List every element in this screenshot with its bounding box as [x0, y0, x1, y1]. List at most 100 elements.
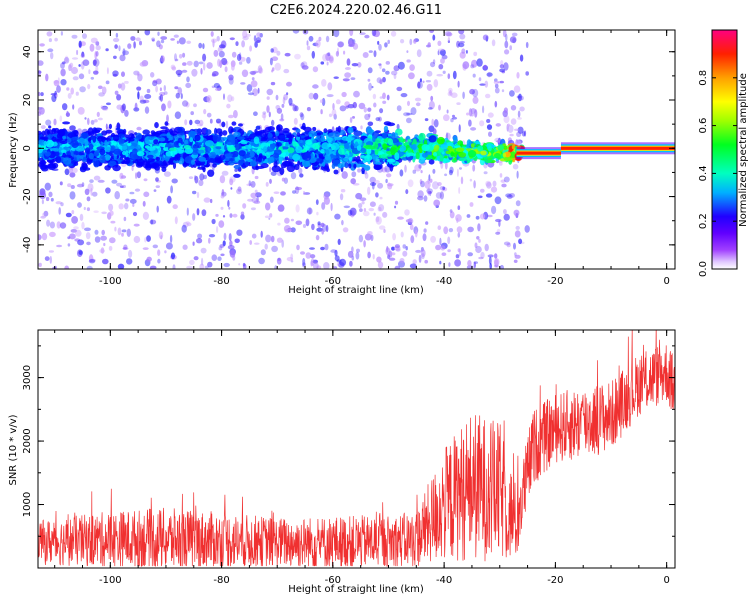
noise-speck: [102, 258, 109, 265]
noise-speck: [126, 228, 131, 237]
noise-speck: [478, 256, 484, 260]
noise-speck: [269, 213, 273, 218]
noise-speck: [295, 186, 303, 191]
band-cell: [125, 134, 130, 139]
band-cell: [494, 153, 501, 158]
band-cell: [436, 136, 445, 145]
band-cell: [53, 151, 60, 157]
band-cell: [374, 138, 381, 144]
noise-speck: [66, 110, 69, 116]
noise-speck: [294, 105, 299, 112]
noise-speck: [216, 226, 219, 233]
band-cell: [502, 152, 507, 158]
noise-speck: [332, 103, 335, 111]
noise-speck: [399, 169, 404, 177]
snr-y-tick-label: 1000: [22, 492, 33, 517]
noise-speck: [186, 222, 192, 227]
noise-speck: [320, 246, 325, 251]
noise-speck: [100, 247, 105, 254]
noise-speck: [375, 117, 381, 122]
noise-speck: [228, 233, 232, 242]
noise-speck: [58, 207, 61, 215]
noise-speck: [440, 58, 445, 64]
noise-speck: [426, 83, 433, 91]
band-cell: [324, 153, 331, 161]
noise-speck: [219, 60, 223, 69]
noise-speck: [511, 32, 518, 37]
band-cell: [387, 138, 394, 146]
noise-speck: [246, 56, 251, 64]
noise-speck: [470, 108, 476, 114]
band-cell: [118, 138, 125, 145]
noise-speck: [404, 209, 410, 216]
noise-speck: [259, 33, 263, 38]
noise-speck: [67, 92, 72, 99]
noise-speck: [326, 94, 334, 98]
band-cell: [127, 142, 132, 146]
noise-speck: [89, 43, 95, 52]
noise-speck: [134, 188, 141, 192]
band-cell: [62, 157, 72, 166]
noise-speck: [237, 186, 242, 192]
band-cell: [233, 131, 241, 138]
noise-speck: [122, 48, 126, 56]
noise-speck: [211, 85, 216, 89]
noise-speck: [378, 63, 382, 66]
noise-speck: [175, 69, 183, 76]
noise-speck: [286, 81, 292, 87]
noise-speck: [368, 113, 371, 118]
noise-speck: [207, 261, 213, 268]
snr-series-line: [38, 330, 675, 567]
noise-speck: [95, 41, 100, 46]
band-cell: [265, 126, 272, 133]
noise-speck: [344, 72, 351, 78]
noise-speck: [54, 37, 58, 42]
noise-speck: [186, 40, 192, 44]
noise-speck: [120, 82, 126, 91]
noise-speck: [170, 252, 176, 260]
noise-speck: [60, 79, 67, 86]
noise-speck: [166, 114, 169, 123]
noise-speck: [92, 59, 97, 66]
noise-speck: [341, 91, 347, 98]
noise-speck: [112, 37, 120, 43]
noise-speck: [38, 262, 42, 267]
band-cell: [380, 153, 387, 159]
noise-speck: [470, 64, 475, 69]
noise-speck: [193, 256, 199, 261]
noise-speck: [312, 261, 319, 269]
noise-speck: [325, 224, 329, 233]
band-cell: [340, 154, 346, 158]
band-cell: [100, 136, 106, 140]
noise-speck: [60, 68, 66, 77]
noise-speck: [397, 61, 405, 70]
band-cell: [286, 134, 295, 139]
band-cell: [113, 142, 118, 146]
noise-speck: [137, 73, 143, 82]
noise-speck: [385, 178, 388, 184]
noise-speck: [108, 245, 113, 251]
band-cell: [215, 156, 221, 161]
noise-speck: [469, 178, 473, 182]
noise-speck: [157, 249, 161, 256]
spectrogram-x-tick-label: -100: [99, 276, 122, 287]
band-cell: [160, 126, 168, 130]
band-cell: [255, 125, 261, 130]
noise-speck: [42, 212, 45, 217]
band-cell: [61, 143, 71, 148]
noise-speck: [100, 105, 104, 110]
noise-speck: [499, 64, 505, 69]
spectrogram-x-tick-label: -80: [213, 276, 229, 287]
band-cell: [268, 156, 275, 164]
noise-speck: [439, 191, 444, 200]
noise-speck: [367, 121, 374, 127]
noise-speck: [400, 93, 408, 98]
noise-speck: [308, 35, 314, 42]
noise-speck: [396, 105, 402, 112]
noise-speck: [215, 87, 221, 91]
band-cell: [176, 153, 181, 161]
spectrogram-y-tick-label: -20: [22, 188, 33, 204]
noise-speck: [360, 125, 363, 130]
noise-speck: [240, 214, 245, 220]
band-cell: [104, 154, 111, 161]
